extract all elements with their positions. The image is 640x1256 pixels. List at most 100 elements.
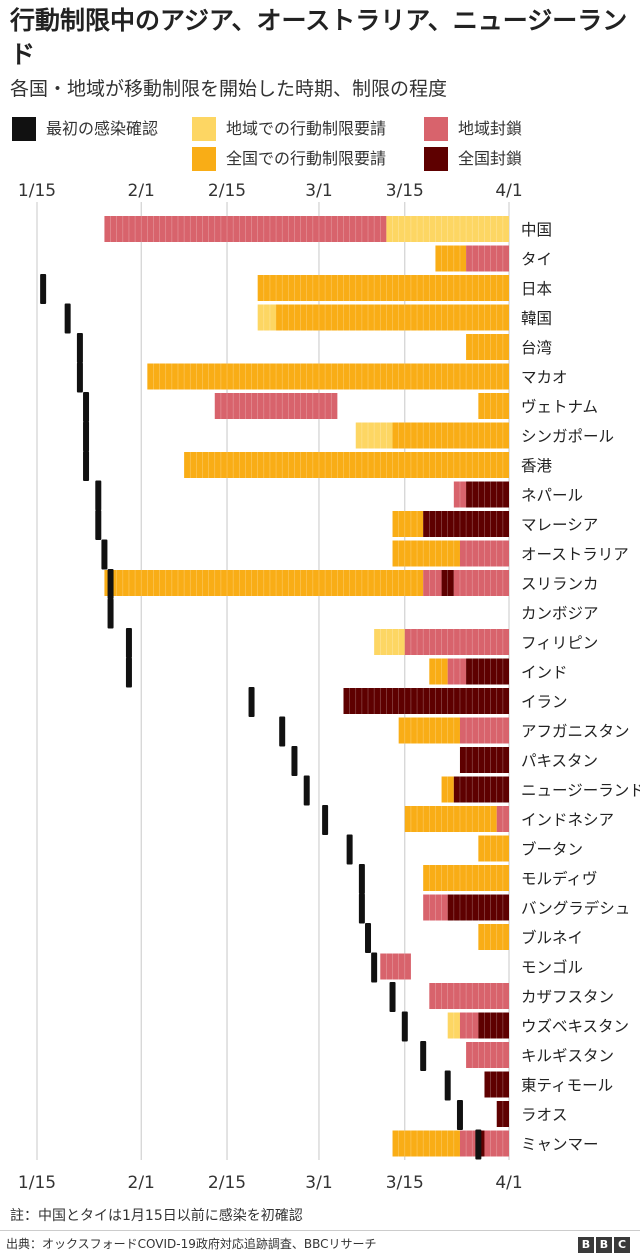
bar-6-0 (214, 393, 338, 419)
row-label-10: マレーシア (521, 516, 598, 534)
row-label-31: ミャンマー (521, 1136, 599, 1154)
row-label-25: モンゴル (521, 958, 583, 977)
first-case-marker-24 (365, 923, 372, 953)
row-label-30: ラオス (521, 1106, 568, 1124)
row-label-23: バングラデシュ (521, 899, 630, 918)
bar-17-0 (398, 717, 460, 744)
first-case-marker-2 (40, 274, 47, 304)
row-label-29: 東ティモール (521, 1077, 613, 1095)
bar-21-0 (478, 835, 509, 862)
x-tick-label-bottom-2: 2/15 (208, 1173, 246, 1193)
x-tick-label-bottom-4: 3/15 (386, 1173, 424, 1193)
row-label-21: ブータン (521, 840, 583, 859)
source-credit: 出典：オックスフォードCOVID-19政府対応追跡調査、BBCリサーチ (6, 1237, 377, 1251)
row-label-26: カザフスタン (521, 988, 614, 1006)
legend-label-regional-advice: 地域での行動制限要請 (226, 119, 387, 138)
row-label-12: スリランカ (521, 575, 599, 593)
row-label-13: カンボジア (521, 605, 599, 623)
first-case-marker-31 (475, 1129, 482, 1160)
first-case-marker-6 (83, 392, 90, 422)
bar-0-1 (386, 216, 509, 242)
first-case-marker-25 (371, 952, 378, 983)
bbc-logo-letter-1: B (578, 1237, 594, 1253)
legend-label-first-case: 最初の感染確認 (46, 119, 159, 138)
bar-11-0 (392, 540, 460, 567)
row-label-15: インド (521, 664, 568, 682)
chart-note: 註：中国とタイは1月15日以前に感染を初確認 (10, 1208, 303, 1224)
bbc-logo-letter-2: B (596, 1237, 612, 1253)
bar-31-2 (478, 1130, 485, 1157)
bar-23-0 (423, 894, 448, 921)
row-label-14: フィリピン (521, 634, 598, 652)
bar-12-1 (423, 570, 442, 596)
first-case-marker-27 (401, 1011, 408, 1042)
row-label-5: マカオ (521, 369, 568, 387)
bbc-logo-letter-3: C (614, 1237, 630, 1253)
row-label-19: ニュージーランド (521, 782, 640, 800)
bar-27-1 (459, 1012, 479, 1039)
first-case-marker-20 (322, 805, 329, 835)
row-label-0: 中国 (521, 221, 552, 239)
bar-4-0 (466, 334, 509, 360)
bar-31-0 (392, 1130, 460, 1157)
first-case-marker-23 (358, 893, 365, 924)
bar-7-0 (355, 422, 393, 449)
bar-19-1 (453, 776, 509, 803)
bar-6-1 (478, 393, 509, 419)
first-case-marker-7 (83, 421, 90, 452)
bar-3-1 (276, 304, 509, 331)
first-case-marker-10 (95, 510, 102, 540)
legend-label-national-advice: 全国での行動制限要請 (226, 149, 387, 168)
first-case-marker-30 (456, 1100, 463, 1130)
row-label-18: パキスタン (521, 752, 598, 770)
row-label-3: 韓国 (521, 310, 552, 328)
bar-27-2 (478, 1012, 509, 1039)
row-label-24: ブルネイ (521, 928, 583, 947)
first-case-marker-19 (303, 775, 310, 806)
bar-10-0 (392, 511, 424, 537)
bar-28-0 (466, 1042, 509, 1068)
first-case-marker-16 (248, 687, 255, 717)
row-label-8: 香港 (521, 457, 553, 475)
bar-15-2 (466, 658, 509, 685)
row-label-6: ヴェトナム (521, 398, 598, 416)
first-case-marker-12 (107, 569, 114, 599)
bar-31-1 (459, 1130, 479, 1157)
first-case-marker-18 (291, 746, 298, 776)
bar-16-0 (343, 688, 509, 714)
bar-12-0 (104, 570, 424, 596)
row-label-11: オーストラリア (521, 546, 629, 564)
first-case-marker-15 (125, 657, 132, 688)
bar-9-0 (453, 481, 467, 508)
row-label-28: キルギスタン (521, 1047, 614, 1065)
first-case-marker-9 (95, 480, 102, 511)
bar-14-1 (404, 629, 509, 655)
bar-24-0 (478, 924, 509, 950)
row-label-22: モルディヴ (521, 869, 597, 888)
x-tick-label-top-1: 2/1 (128, 181, 155, 201)
x-tick-label-bottom-3: 3/1 (305, 1173, 332, 1193)
bar-12-2 (441, 570, 454, 596)
bar-20-1 (496, 806, 509, 832)
legend-label-national-lockdown: 全国封鎖 (458, 149, 523, 168)
x-tick-label-top-2: 2/15 (208, 181, 246, 201)
x-tick-label-top-0: 1/15 (18, 181, 56, 201)
footer-divider (0, 1230, 640, 1231)
bar-7-1 (392, 422, 509, 449)
legend-swatch-first-case (12, 117, 36, 141)
x-tick-label-bottom-5: 4/1 (495, 1173, 522, 1193)
bar-18-0 (459, 747, 509, 773)
first-case-marker-13 (107, 598, 114, 629)
x-tick-label-top-5: 4/1 (495, 181, 522, 201)
bar-14-0 (374, 629, 405, 655)
row-label-17: アフガニスタン (521, 723, 630, 741)
timeline-chart: 1/15 1/15 2/1 2/1 2/15 2/15 3/1 3/1 3/15 3/15 4/1 4… (18, 181, 640, 1193)
bar-15-0 (429, 658, 448, 685)
first-case-marker-11 (101, 539, 108, 570)
first-case-marker-4 (76, 333, 83, 363)
x-tick-label-bottom-0: 1/15 (18, 1173, 56, 1193)
bar-8-0 (184, 452, 509, 478)
bar-22-0 (423, 865, 509, 891)
chart-title: 行動制限中のアジア、オーストラリア、ニュージーランド (10, 6, 628, 69)
bar-20-0 (404, 806, 497, 832)
